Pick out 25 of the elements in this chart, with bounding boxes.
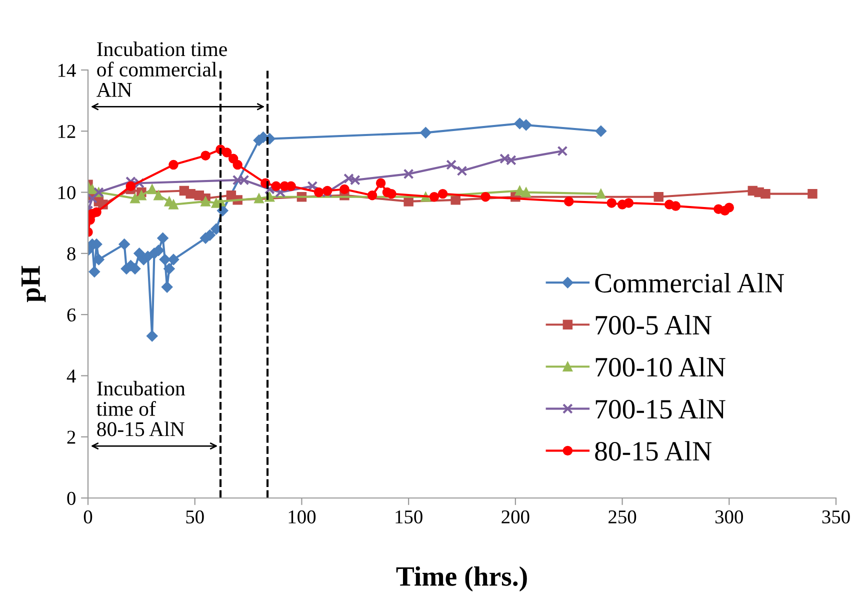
x-tick-label: 100 — [288, 510, 316, 524]
y-tick-label: 6 — [67, 308, 76, 322]
y-tick-label: 2 — [67, 430, 76, 444]
x-tick-label: 300 — [715, 510, 743, 524]
x-tick-label: 150 — [396, 510, 422, 524]
annotation: Incubation time of commercial AlN — [96, 42, 227, 97]
y-axis-title: pH — [22, 266, 46, 302]
legend-label: 700-5 AlN — [596, 315, 712, 335]
y-tick-label: 0 — [67, 492, 76, 505]
y-tick-label: 14 — [58, 64, 76, 77]
annotation: Incubation time of 80-15 AlN — [96, 380, 186, 436]
legend-label: Commercial AlN — [595, 273, 784, 293]
y-tick-label: 4 — [66, 370, 76, 382]
x-tick-label: 0 — [84, 510, 92, 524]
y-tick-label: 12 — [58, 125, 76, 138]
x-tick-label: 200 — [502, 510, 530, 524]
x-tick-label: 350 — [822, 510, 850, 524]
legend-label: 700-15 AlN — [596, 399, 726, 419]
x-axis-title: Time (hrs.) — [396, 566, 527, 592]
x-tick-label: 250 — [608, 510, 636, 524]
legend-label: 700-10 AlN — [596, 357, 726, 377]
y-tick-label: 10 — [58, 186, 76, 200]
y-tick-label: 8 — [67, 247, 76, 260]
legend-label: 80-15 AlN — [595, 441, 712, 461]
x-tick-label: 50 — [186, 510, 204, 524]
